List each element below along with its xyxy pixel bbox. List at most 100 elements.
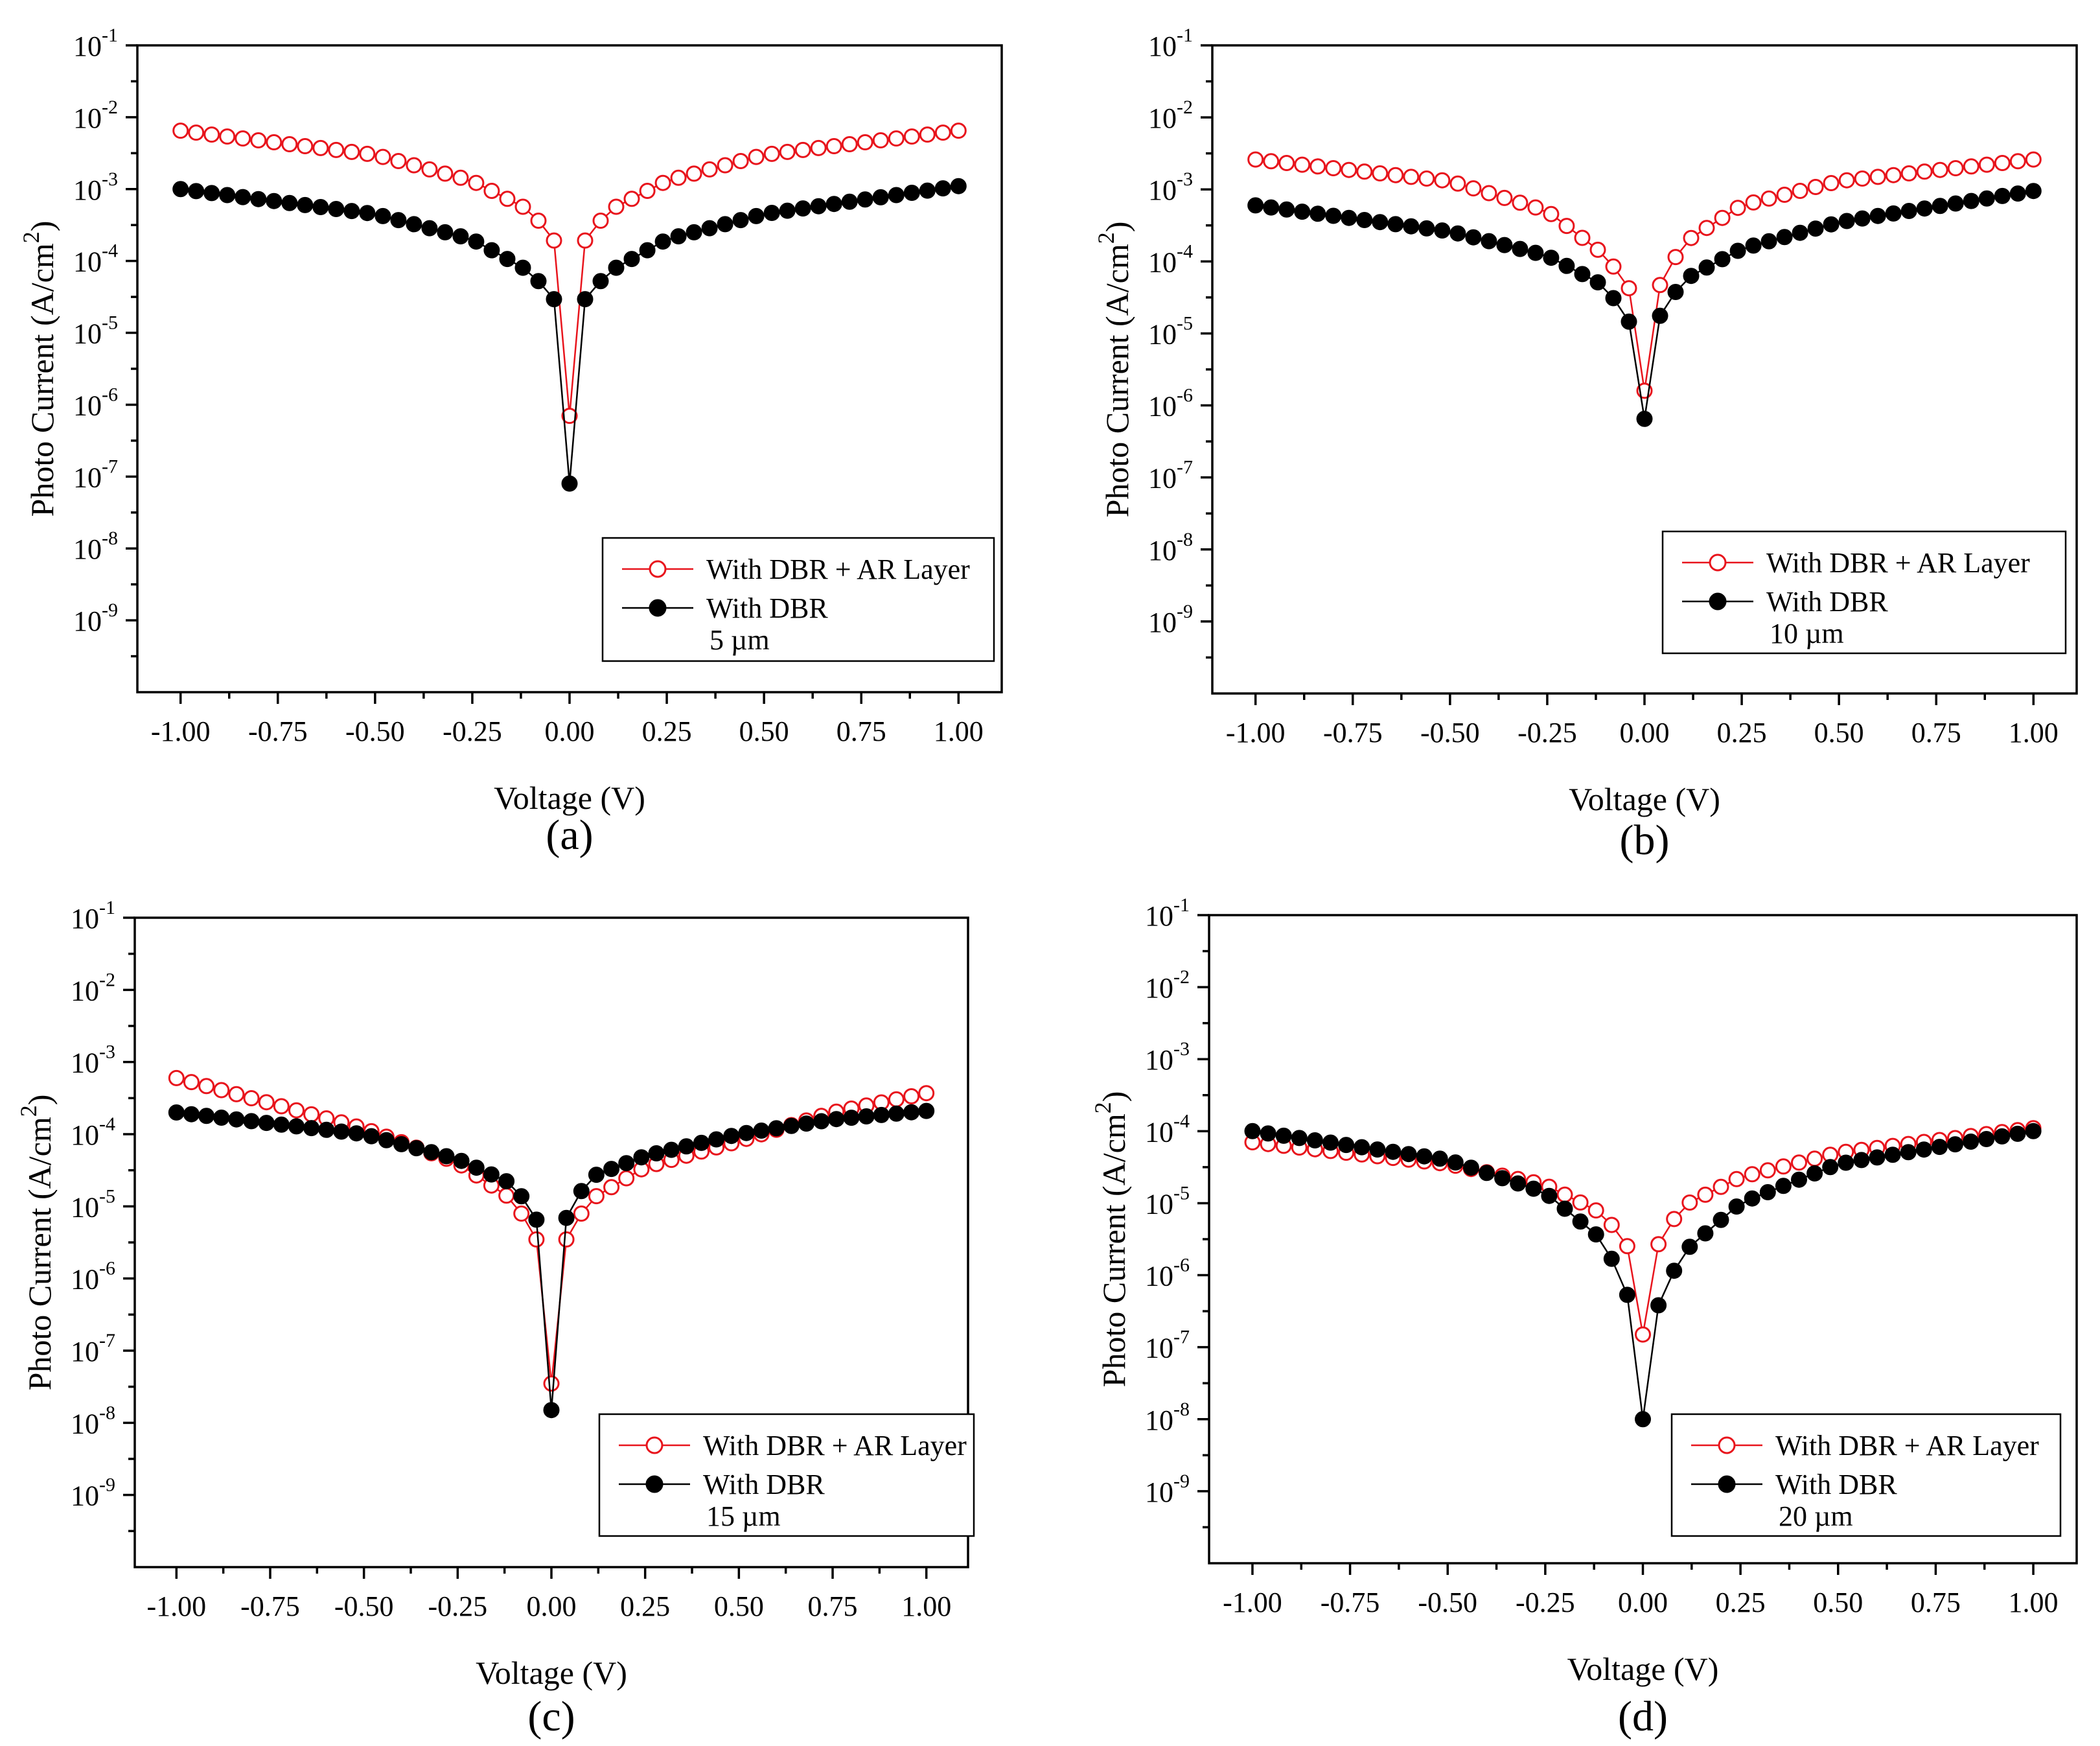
- data-point-with-dbr-ar: [1543, 205, 1560, 222]
- data-point-with-dbr: [1853, 1152, 1870, 1169]
- data-point-with-dbr-ar: [1823, 175, 1840, 191]
- data-point-with-dbr: [250, 191, 267, 207]
- data-point-with-dbr: [1916, 200, 1933, 217]
- data-point-with-dbr: [1603, 1250, 1620, 1267]
- data-point-with-dbr-ar: [1744, 1166, 1760, 1183]
- y-tick-label: 10-7: [1145, 1327, 1190, 1364]
- y-tick-exponent: -2: [1173, 966, 1190, 988]
- data-point-with-dbr: [498, 1173, 515, 1190]
- y-tick-exponent: -8: [99, 1402, 115, 1423]
- data-point-with-dbr-ar: [1512, 194, 1529, 211]
- data-point-with-dbr: [2025, 1123, 2042, 1139]
- data-point-with-dbr: [1494, 1170, 1511, 1187]
- data-point-with-dbr: [172, 181, 189, 198]
- data-point-with-dbr-ar: [1775, 1158, 1792, 1175]
- data-point-with-dbr: [468, 1159, 485, 1176]
- data-point-with-dbr-ar: [919, 126, 936, 143]
- y-tick-base: 10: [1145, 1116, 1173, 1148]
- data-point-with-dbr: [1543, 250, 1560, 266]
- data-point-with-dbr: [1667, 284, 1684, 300]
- data-point-with-dbr-ar: [1619, 1238, 1635, 1255]
- data-point-with-dbr-ar: [608, 198, 625, 215]
- data-point-with-dbr-ar: [219, 128, 236, 145]
- x-axis-title: Voltage (V): [476, 1655, 627, 1691]
- data-point-with-dbr: [1400, 1146, 1417, 1163]
- legend-label: With DBR + AR Layer: [703, 1430, 967, 1461]
- data-point-with-dbr-ar: [1403, 169, 1420, 185]
- data-point-with-dbr: [1574, 266, 1591, 283]
- data-point-with-dbr: [452, 228, 469, 245]
- data-point-with-dbr-ar: [603, 1179, 620, 1196]
- data-point-with-dbr: [1792, 224, 1808, 241]
- data-point-with-dbr: [1322, 1134, 1339, 1151]
- y-tick-exponent: -1: [1177, 25, 1193, 46]
- panel-caption: (a): [546, 811, 593, 859]
- data-point-with-dbr: [333, 1123, 350, 1140]
- data-point-with-dbr: [663, 1141, 680, 1158]
- x-tick-label: 1.00: [2009, 717, 2059, 749]
- y-tick-exponent: -7: [99, 1330, 115, 1351]
- data-point-with-dbr: [1932, 198, 1948, 215]
- data-point-with-dbr-ar: [1263, 153, 1280, 170]
- data-point-with-dbr: [1650, 1297, 1667, 1314]
- y-axis-title-part: 2: [18, 231, 44, 243]
- data-point-with-dbr-ar: [1932, 161, 1948, 178]
- data-point-with-dbr: [873, 1106, 890, 1123]
- data-point-with-dbr-ar: [1963, 158, 1979, 175]
- y-tick-exponent: -9: [1173, 1471, 1190, 1492]
- data-point-with-dbr: [753, 1123, 770, 1139]
- data-point-with-dbr: [1387, 216, 1404, 233]
- x-tick-label: -0.25: [1516, 1587, 1575, 1618]
- data-point-with-dbr-ar: [1652, 277, 1668, 294]
- data-point-with-dbr: [1759, 1184, 1776, 1200]
- data-point-with-dbr-ar: [561, 408, 578, 425]
- data-point-with-dbr-ar: [717, 157, 733, 174]
- series-line: [176, 1110, 927, 1410]
- y-tick-label: 10-3: [1148, 169, 1193, 206]
- data-point-with-dbr: [1775, 1178, 1792, 1194]
- data-point-with-dbr-ar: [452, 169, 469, 186]
- data-point-with-dbr: [888, 1105, 905, 1122]
- data-point-with-dbr: [693, 1134, 710, 1151]
- legend-marker-open: [645, 1436, 663, 1454]
- panel-b: -1.00 -0.75 -0.50 -0.25 0.00 0.25 0.50 0.75 1.00…: [1093, 25, 2078, 864]
- x-tick-label: -0.75: [248, 716, 308, 747]
- data-point-with-dbr: [213, 1110, 230, 1126]
- data-point-with-dbr: [779, 202, 796, 219]
- data-point-with-dbr-ar: [546, 232, 562, 249]
- data-point-with-dbr: [592, 273, 609, 290]
- data-point-with-dbr-ar: [1496, 189, 1513, 206]
- x-tick-label: 1.00: [934, 716, 984, 747]
- data-point-with-dbr-ar: [748, 148, 765, 165]
- panel-c: -1.00 -0.75 -0.50 -0.25 0.00 0.25 0.50 0.75 1.00…: [16, 897, 975, 1740]
- data-point-with-dbr: [393, 1135, 410, 1152]
- y-tick-exponent: -2: [102, 97, 118, 118]
- y-tick-exponent: -7: [1177, 457, 1193, 478]
- data-point-with-dbr: [1605, 290, 1622, 307]
- y-tick-label: 10-6: [1145, 1255, 1190, 1292]
- data-point-with-dbr-ar: [499, 191, 516, 207]
- y-tick-base: 10: [71, 1047, 99, 1079]
- data-point-with-dbr-ar: [1713, 1178, 1729, 1195]
- data-point-with-dbr: [843, 1110, 860, 1126]
- y-tick-exponent: -9: [102, 599, 118, 621]
- y-tick-exponent: -6: [99, 1258, 115, 1279]
- data-point-with-dbr: [303, 1120, 320, 1137]
- y-tick-base: 10: [73, 30, 102, 62]
- data-point-with-dbr: [918, 1102, 935, 1119]
- data-point-with-dbr: [1416, 1148, 1433, 1165]
- data-point-with-dbr-ar: [794, 141, 811, 158]
- data-point-with-dbr: [1666, 1263, 1683, 1279]
- data-point-with-dbr: [810, 198, 827, 215]
- data-point-with-dbr-ar: [1574, 229, 1591, 246]
- data-point-with-dbr: [1884, 1147, 1901, 1163]
- series-line: [1252, 1130, 2034, 1419]
- data-point-with-dbr-ar: [1341, 161, 1357, 178]
- data-point-with-dbr: [243, 1113, 260, 1130]
- data-point-with-dbr-ar: [359, 145, 376, 162]
- y-tick-label: 10-8: [73, 528, 118, 565]
- data-point-with-dbr-ar: [1792, 183, 1808, 199]
- data-point-with-dbr: [530, 273, 547, 290]
- y-tick-label: 10-6: [73, 384, 118, 421]
